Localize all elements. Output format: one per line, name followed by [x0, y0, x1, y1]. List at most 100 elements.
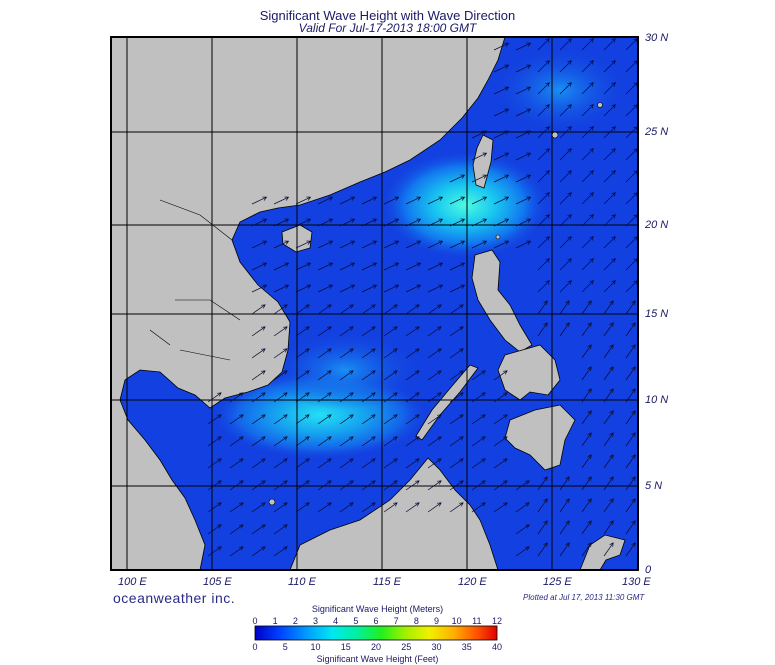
- wave-arrow: [537, 258, 550, 271]
- wave-arrow: [361, 284, 378, 293]
- wave-arrow: [317, 436, 332, 447]
- wave-arrow: [273, 436, 288, 447]
- wave-arrow: [295, 348, 310, 359]
- wave-arrow: [229, 546, 244, 557]
- wave-arrow: [603, 38, 616, 51]
- wave-arrow: [603, 454, 614, 469]
- map-frame: [110, 36, 639, 571]
- wave-arrow: [273, 326, 288, 337]
- wave-arrow: [295, 414, 310, 425]
- wave-arrow: [493, 218, 510, 227]
- wave-arrow: [427, 414, 442, 425]
- lat-label-15n: 15 N: [645, 308, 669, 320]
- wave-arrow: [559, 498, 570, 513]
- wave-arrow: [405, 348, 420, 359]
- legend-meters-title: Significant Wave Height (Meters): [311, 604, 444, 614]
- wave-arrow: [603, 170, 616, 183]
- wave-arrow: [229, 458, 244, 469]
- wave-arrow: [339, 436, 354, 447]
- wave-arrow: [471, 152, 488, 161]
- wave-arrow: [625, 322, 636, 337]
- wave-arrow: [603, 388, 614, 403]
- wave-arrow: [251, 414, 266, 425]
- wave-arrow: [515, 64, 532, 73]
- wave-arrow: [383, 326, 398, 337]
- wave-arrow: [273, 414, 288, 425]
- wave-arrow: [515, 480, 530, 491]
- wave-arrow: [273, 284, 290, 293]
- wave-arrow: [273, 348, 288, 359]
- wave-arrow: [625, 498, 636, 513]
- lon-label-115e: 115 E: [373, 576, 401, 588]
- wave-arrow: [449, 196, 466, 205]
- wave-arrow: [361, 480, 376, 491]
- wave-arrow: [581, 258, 594, 271]
- wave-arrow: [581, 542, 592, 557]
- wave-arrow: [361, 348, 376, 359]
- wave-arrow: [251, 392, 266, 403]
- wave-arrow: [229, 414, 244, 425]
- wave-arrow: [537, 214, 550, 227]
- wave-arrow: [493, 414, 508, 425]
- wave-arrow: [317, 502, 332, 513]
- wave-arrow: [559, 520, 570, 535]
- wave-arrow: [405, 436, 420, 447]
- wave-arrow: [273, 546, 288, 557]
- wave-arrow: [581, 236, 594, 249]
- wave-arrow: [515, 108, 532, 117]
- wave-arrow: [273, 524, 288, 535]
- wave-arrow: [559, 82, 572, 95]
- wave-arrow: [449, 392, 464, 403]
- wave-arrow: [471, 436, 486, 447]
- wave-arrow: [251, 196, 268, 205]
- wave-arrow: [427, 262, 444, 271]
- wave-mid-east: [490, 45, 630, 135]
- wave-arrow: [581, 280, 594, 293]
- wave-arrow: [427, 480, 442, 491]
- wave-arrow: [559, 300, 570, 315]
- wave-arrow: [493, 502, 508, 513]
- island-natuna: [268, 498, 276, 506]
- legend-feet-tick: 20: [370, 642, 382, 652]
- plotted-timestamp: Plotted at Jul 17, 2013 11:30 GMT: [523, 593, 645, 602]
- wave-arrow: [449, 304, 464, 315]
- wave-arrow: [449, 284, 466, 293]
- lon-label-110e: 110 E: [288, 576, 316, 588]
- wave-arrow: [581, 60, 594, 73]
- wave-arrow: [471, 130, 488, 139]
- wave-arrow: [339, 414, 354, 425]
- wave-arrow: [317, 240, 334, 249]
- wave-arrow: [493, 152, 510, 161]
- wave-arrow: [537, 126, 550, 139]
- wave-arrow: [207, 436, 222, 447]
- wave-arrow: [537, 476, 548, 491]
- wave-arrow: [515, 42, 532, 51]
- wave-arrow: [251, 370, 266, 381]
- wave-arrow: [537, 38, 550, 51]
- wave-arrow: [251, 524, 266, 535]
- legend-meters-tick: 11: [472, 616, 482, 626]
- wave-arrow: [405, 458, 420, 469]
- legend-feet-tick: 0: [252, 642, 258, 652]
- wave-arrow: [295, 240, 312, 249]
- wave-arrow: [361, 326, 376, 337]
- wave-arrow: [493, 436, 508, 447]
- wave-arrow: [273, 218, 290, 227]
- wave-arrow: [581, 104, 594, 117]
- wave-arrow: [229, 436, 244, 447]
- wave-arrow: [559, 170, 572, 183]
- wave-arrow: [339, 262, 356, 271]
- wave-arrow: [537, 280, 550, 293]
- wave-mid-south-sea: [265, 330, 425, 410]
- wave-arrow: [515, 130, 532, 139]
- wave-arrow: [251, 326, 266, 337]
- wave-arrow: [251, 284, 268, 293]
- wave-arrow: [493, 458, 508, 469]
- land-visayas: [497, 344, 561, 401]
- wave-arrow: [273, 392, 288, 403]
- wave-arrow: [603, 498, 614, 513]
- wave-arrow: [603, 192, 616, 205]
- wave-arrow: [493, 196, 510, 205]
- wave-arrow: [559, 192, 572, 205]
- wave-arrow: [383, 414, 398, 425]
